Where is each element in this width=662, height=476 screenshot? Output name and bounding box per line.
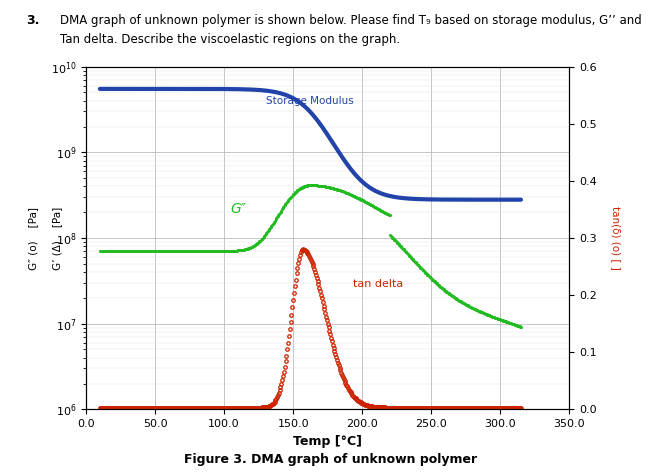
Y-axis label: tan(δ) (o) [ ]: tan(δ) (o) [ ]	[611, 206, 621, 270]
Text: 3.: 3.	[26, 14, 40, 27]
Text: G″: G″	[230, 202, 246, 216]
Y-axis label: G″ (o)    [Pa]

G’ (Δ)    [Pa]: G″ (o) [Pa] G’ (Δ) [Pa]	[28, 207, 62, 269]
Text: tan delta: tan delta	[353, 278, 402, 289]
Text: Tan delta. Describe the viscoelastic regions on the graph.: Tan delta. Describe the viscoelastic reg…	[60, 33, 400, 46]
X-axis label: Temp [°C]: Temp [°C]	[293, 435, 362, 447]
Text: Storage Modulus: Storage Modulus	[265, 96, 354, 106]
Text: DMA graph of unknown polymer is shown below. Please find T₉ based on storage mod: DMA graph of unknown polymer is shown be…	[60, 14, 641, 27]
Text: Figure 3. DMA graph of unknown polymer: Figure 3. DMA graph of unknown polymer	[185, 454, 477, 466]
